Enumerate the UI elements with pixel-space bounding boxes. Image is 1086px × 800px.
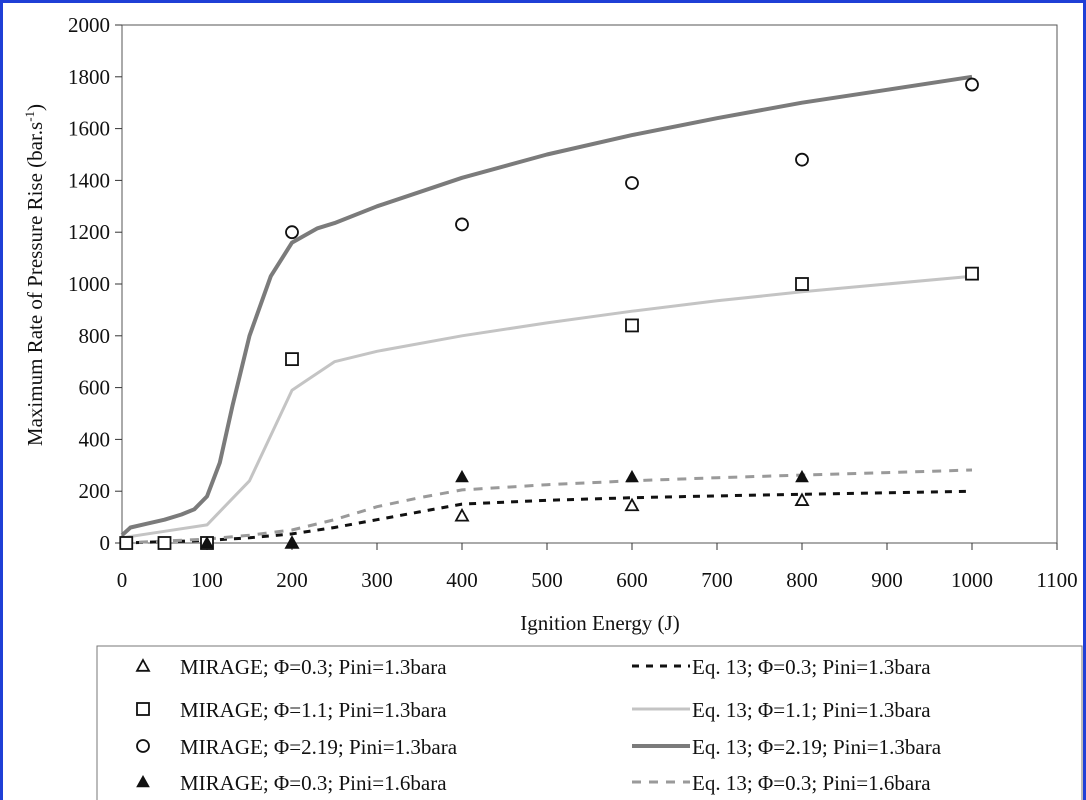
x-axis-title: Ignition Energy (J) xyxy=(520,611,679,635)
x-tick-label: 300 xyxy=(361,568,393,592)
plot-frame xyxy=(121,24,1058,544)
circle-marker xyxy=(625,176,639,190)
x-tick-label: 200 xyxy=(276,568,308,592)
circle-marker xyxy=(455,217,469,232)
y-tick-label: 200 xyxy=(79,479,111,503)
square-marker xyxy=(119,536,134,550)
x-tick-label: 900 xyxy=(871,568,903,592)
legend-label: MIRAGE; Φ=2.19; Pini=1.3bara xyxy=(180,735,458,759)
filled-triangle-marker xyxy=(136,774,150,788)
open-triangle-marker xyxy=(624,497,640,512)
legend-label: MIRAGE; Φ=0.3; Pini=1.6bara xyxy=(180,771,447,795)
legend-label: MIRAGE; Φ=1.1; Pini=1.3bara xyxy=(180,698,447,722)
y-tick-label: 0 xyxy=(100,531,111,555)
y-axis-title: Maximum Rate of Pressure Rise (bar.s-1) xyxy=(22,104,47,446)
legend-box xyxy=(96,645,1083,800)
filled-triangle-marker xyxy=(200,535,214,549)
y-axis-title-sup: -1 xyxy=(22,111,37,122)
series-line-path xyxy=(121,274,973,540)
y-tick-label: 1400 xyxy=(68,168,110,192)
series-layer xyxy=(119,74,979,550)
circle-marker xyxy=(965,77,979,92)
x-tick-label: 600 xyxy=(616,568,648,592)
x-tick-label: 1000 xyxy=(951,568,993,592)
x-tick-label: 100 xyxy=(191,568,223,592)
x-tick-label: 700 xyxy=(701,568,733,592)
series-line-path xyxy=(121,468,973,545)
y-axis-title-main: Maximum Rate of Pressure Rise (bar.s xyxy=(23,122,47,446)
x-tick-label: 1100 xyxy=(1036,568,1077,592)
open-triangle-marker xyxy=(794,492,810,506)
y-tick-label: 600 xyxy=(79,376,111,400)
circle-marker xyxy=(285,225,299,240)
x-tick-label: 400 xyxy=(446,568,478,592)
legend: MIRAGE; Φ=0.3; Pini=1.3bara MIRAGE; Φ=1.1… xyxy=(96,645,1083,800)
square-marker xyxy=(136,702,150,716)
legend-label: Eq. 13; Φ=0.3; Pini=1.3bara xyxy=(692,655,931,679)
filled-triangle-marker xyxy=(795,469,809,483)
open-triangle-marker xyxy=(135,658,151,672)
series-line-6 xyxy=(120,74,973,537)
filled-triangle-marker xyxy=(455,469,469,483)
x-tick-label: 0 xyxy=(117,568,128,592)
x-tick-label: 500 xyxy=(531,568,563,592)
series-line-7 xyxy=(121,468,973,545)
open-triangle-marker xyxy=(454,507,470,522)
series-markers-2 xyxy=(285,77,979,240)
legend-label: MIRAGE; Φ=0.3; Pini=1.3bara xyxy=(180,655,447,679)
x-tick-label: 800 xyxy=(786,568,818,592)
legend-label: Eq. 13; Φ=2.19; Pini=1.3bara xyxy=(692,735,942,759)
square-marker xyxy=(285,352,299,367)
y-tick-label: 1000 xyxy=(68,272,110,296)
circle-marker xyxy=(795,152,809,167)
y-tick-label: 2000 xyxy=(68,13,110,37)
series-line-path xyxy=(120,74,973,537)
axes: 0 200 400 600 800 1000 1200 1400 1600 1800 2000 0 10… xyxy=(68,13,1078,592)
series-line-5 xyxy=(121,274,973,540)
plot-area xyxy=(121,24,1058,544)
circle-marker xyxy=(136,739,150,753)
legend-label: Eq. 13; Φ=0.3; Pini=1.6bara xyxy=(692,771,931,795)
y-tick-label: 1200 xyxy=(68,220,110,244)
filled-triangle-marker xyxy=(285,535,299,549)
y-tick-label: 1600 xyxy=(68,117,110,141)
y-axis-title-tail: ) xyxy=(23,104,47,111)
y-tick-label: 1800 xyxy=(68,65,110,89)
square-marker xyxy=(625,318,639,333)
filled-triangle-marker xyxy=(625,469,639,483)
y-tick-label: 800 xyxy=(79,324,111,348)
legend-label: Eq. 13; Φ=1.1; Pini=1.3bara xyxy=(692,698,931,722)
series-markers-3 xyxy=(200,469,809,549)
square-marker xyxy=(157,536,172,550)
y-tick-label: 400 xyxy=(79,427,111,451)
square-marker xyxy=(965,266,979,281)
square-marker xyxy=(795,277,809,291)
